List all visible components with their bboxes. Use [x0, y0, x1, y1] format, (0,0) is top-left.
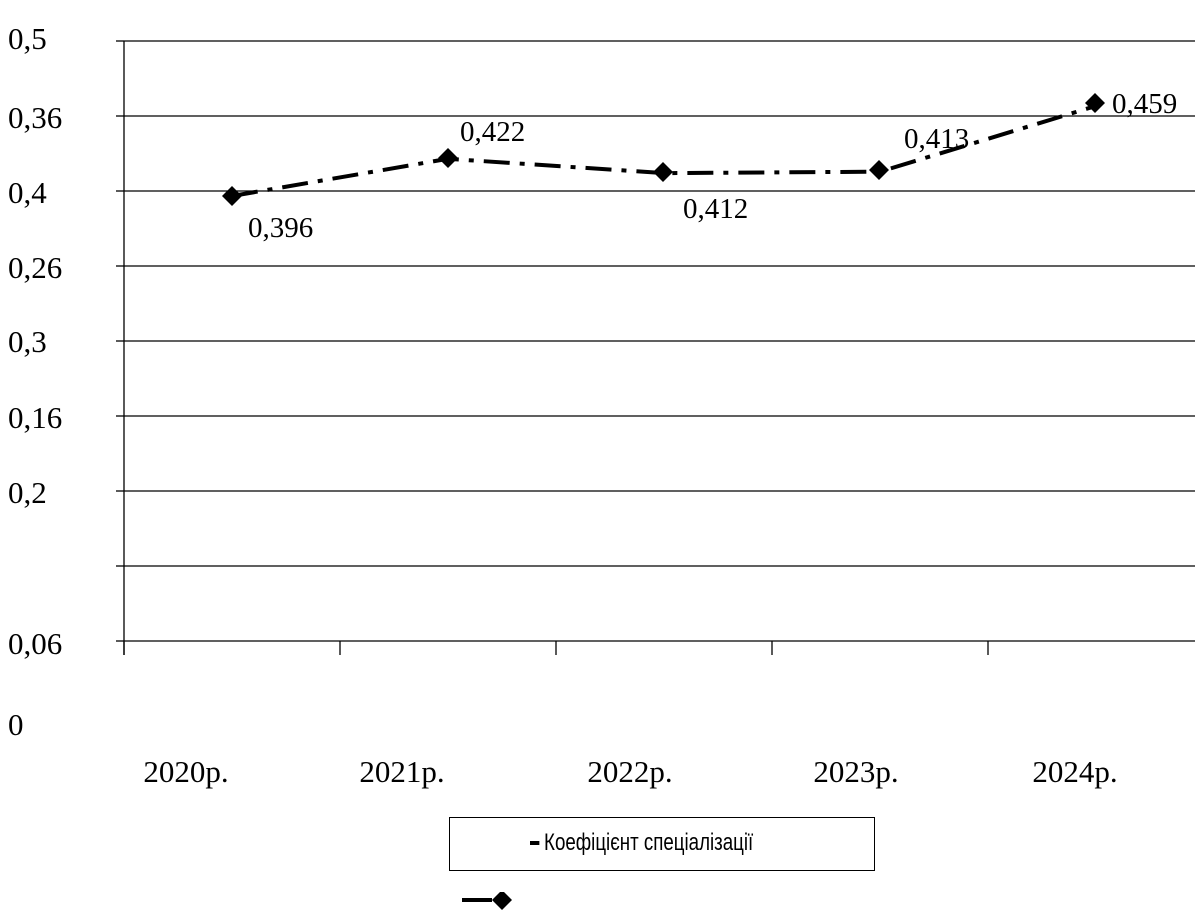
- x-tick-label: 2022р.: [587, 754, 672, 789]
- x-tick-label: 2021р.: [359, 754, 444, 789]
- data-point-marker: [1085, 93, 1105, 113]
- data-point-marker: [869, 160, 889, 180]
- legend-label: Коефіцієнт спеціалізації: [544, 829, 754, 856]
- y-tick-label: 0,06: [8, 626, 62, 661]
- y-tick-label: 0,2: [8, 475, 47, 510]
- data-point-marker: [438, 148, 458, 168]
- y-tick-label: 0,3: [8, 324, 47, 359]
- x-tick-label: 2020р.: [143, 754, 228, 789]
- legend-marker-swatch: [462, 892, 512, 910]
- series-line-path: [231, 103, 1097, 198]
- axes: [116, 40, 989, 655]
- y-tick-label: 0,36: [8, 100, 62, 135]
- y-tick-label: 0,5: [8, 21, 47, 56]
- data-label: 0,412: [683, 193, 748, 225]
- y-tick-label: 0,4: [8, 175, 47, 210]
- y-tick-label: 0,26: [8, 250, 62, 285]
- legend: [449, 817, 875, 871]
- data-point-marker: [222, 186, 242, 206]
- y-tick-label: 0: [8, 707, 24, 742]
- data-point-marker: [653, 162, 673, 182]
- legend-line-swatch: [530, 841, 540, 845]
- x-tick-label: 2023р.: [813, 754, 898, 789]
- x-axis-tick-labels: 2020р. 2021р. 2022р. 2023р. 2024р.: [143, 754, 1117, 789]
- gridlines: [124, 40, 1195, 642]
- data-label: 0,413: [904, 123, 969, 155]
- data-label: 0,459: [1112, 88, 1177, 120]
- y-axis-tick-labels: 0,5 0,36 0,4 0,26 0,3 0,16 0,2 0,06 0: [8, 21, 62, 742]
- data-labels: 0,396 0,422 0,412 0,413 0,459: [248, 88, 1177, 244]
- data-label: 0,422: [460, 116, 525, 148]
- data-label: 0,396: [248, 212, 313, 244]
- legend-entry: Коефіцієнт спеціалізації: [530, 826, 753, 860]
- x-tick-label: 2024р.: [1032, 754, 1117, 789]
- y-tick-label: 0,16: [8, 400, 62, 435]
- series-markers: [222, 93, 1105, 206]
- series-line: [231, 103, 1097, 198]
